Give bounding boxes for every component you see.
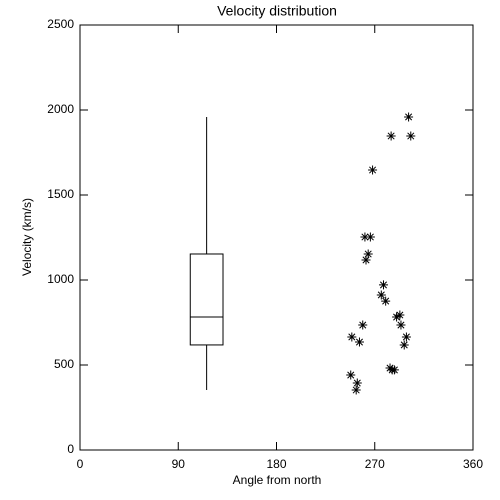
box-plot xyxy=(189,116,224,390)
point xyxy=(387,365,397,375)
point xyxy=(347,332,357,342)
y-tick-label: 2000 xyxy=(47,102,74,116)
point xyxy=(404,112,414,122)
point xyxy=(361,255,371,265)
y-axis-label: Velocity (km/s) xyxy=(20,198,34,276)
point xyxy=(363,249,373,259)
point xyxy=(378,280,388,290)
y-tick-label: 0 xyxy=(67,442,74,456)
point xyxy=(401,332,411,342)
plot-frame xyxy=(79,24,474,451)
x-tick-label: 90 xyxy=(172,457,186,471)
point xyxy=(352,378,362,388)
y-tick-label: 1500 xyxy=(47,187,74,201)
point xyxy=(392,312,402,322)
point xyxy=(381,296,391,306)
point xyxy=(368,165,378,175)
point xyxy=(360,232,370,242)
box xyxy=(189,253,224,346)
x-tick-label: 0 xyxy=(77,457,84,471)
point xyxy=(354,337,364,347)
point xyxy=(365,232,375,242)
point xyxy=(406,131,416,141)
y-tick-label: 2500 xyxy=(47,17,74,31)
point xyxy=(376,290,386,300)
point xyxy=(386,131,396,141)
chart-title: Velocity distribution xyxy=(217,3,337,19)
y-tick-label: 1000 xyxy=(47,272,74,286)
y-tick-label: 500 xyxy=(54,357,74,371)
point xyxy=(395,310,405,320)
x-axis-label: Angle from north xyxy=(233,473,322,487)
point xyxy=(346,370,356,380)
x-tick-label: 360 xyxy=(463,457,483,471)
x-tick-label: 180 xyxy=(266,457,286,471)
x-tick-label: 270 xyxy=(365,457,385,471)
point xyxy=(358,320,368,330)
point xyxy=(351,385,361,395)
point xyxy=(399,340,409,350)
point xyxy=(396,320,406,330)
